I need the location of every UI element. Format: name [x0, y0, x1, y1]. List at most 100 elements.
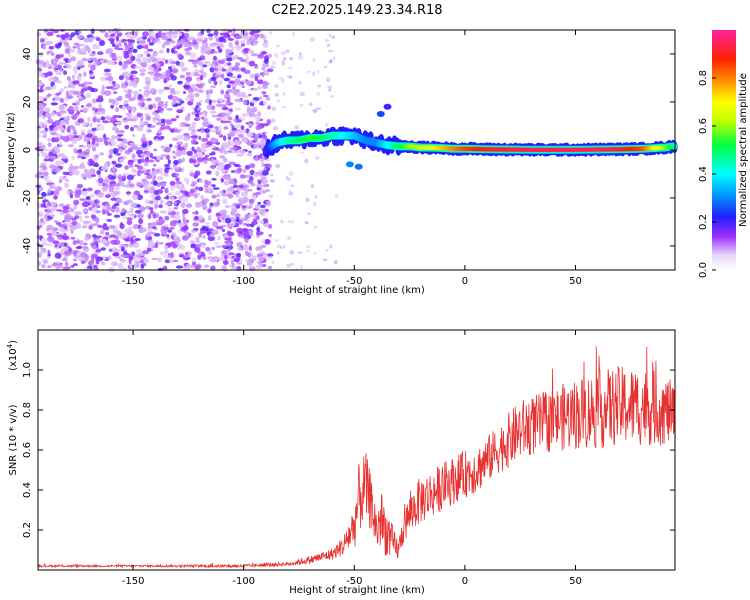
noise-blob — [74, 192, 81, 198]
noise-blob — [110, 40, 115, 45]
noise-blob — [79, 198, 86, 201]
noise-blob — [251, 255, 258, 259]
noise-blob — [216, 103, 223, 107]
noise-blob — [77, 245, 82, 249]
noise-blob — [47, 249, 51, 256]
noise-blob — [69, 193, 73, 199]
noise-blob — [165, 195, 169, 200]
snr-multiplier: (x104) — [6, 340, 19, 371]
noise-blob — [80, 129, 86, 133]
noise-blob — [282, 92, 286, 96]
noise-blob — [312, 71, 316, 77]
noise-blob — [194, 170, 201, 176]
noise-blob — [80, 105, 85, 108]
noise-blob — [236, 227, 244, 234]
noise-blob — [237, 45, 244, 50]
noise-blob — [213, 51, 218, 54]
noise-blob — [126, 174, 134, 181]
noise-blob — [183, 84, 189, 89]
noise-blob — [51, 232, 57, 237]
noise-blob — [236, 252, 241, 258]
noise-blob — [53, 167, 61, 173]
noise-blob — [164, 187, 169, 194]
noise-blob — [178, 53, 182, 58]
noise-blob — [85, 81, 93, 85]
noise-blob — [153, 60, 157, 64]
noise-blob — [166, 108, 174, 111]
noise-blob — [115, 206, 120, 213]
spectrogram-y-label: Frequency (Hz) — [6, 112, 17, 188]
noise-blob — [208, 205, 212, 209]
noise-blob — [57, 64, 62, 70]
noise-blob — [196, 146, 202, 152]
noise-blob — [304, 221, 309, 225]
noise-blob — [211, 114, 219, 118]
noise-blob — [36, 192, 41, 195]
noise-blob — [104, 115, 112, 120]
noise-blob — [277, 99, 280, 103]
noise-blob — [97, 51, 104, 55]
noise-blob — [50, 111, 55, 117]
noise-blob — [147, 71, 155, 75]
noise-blob — [81, 190, 88, 196]
noise-blob — [91, 244, 97, 250]
noise-blob — [171, 47, 175, 54]
noise-blob — [62, 205, 70, 210]
noise-blob — [194, 215, 199, 220]
noise-blob — [129, 207, 134, 214]
noise-blob — [59, 110, 67, 114]
noise-blob — [246, 261, 253, 267]
noise-blob — [242, 228, 249, 232]
noise-blob — [155, 170, 163, 174]
noise-blob — [59, 119, 66, 126]
noise-blob — [228, 30, 233, 33]
noise-blob — [63, 242, 68, 247]
noise-blob — [108, 225, 116, 229]
noise-blob — [146, 169, 151, 173]
noise-blob — [77, 256, 85, 262]
noise-blob — [212, 195, 217, 199]
noise-blob — [46, 31, 54, 37]
noise-blob — [52, 29, 60, 34]
noise-blob — [62, 236, 70, 240]
noise-blob — [192, 38, 197, 45]
noise-blob — [63, 232, 67, 236]
noise-blob — [181, 196, 189, 203]
noise-blob — [170, 252, 174, 258]
noise-blob — [202, 256, 207, 260]
spectrogram-x-label: Height of straight line (km) — [289, 285, 425, 296]
noise-blob — [226, 57, 233, 62]
noise-blob — [166, 48, 170, 53]
noise-blob — [110, 33, 116, 37]
noise-blob — [66, 76, 71, 82]
noise-blob — [223, 234, 229, 238]
noise-blob — [119, 223, 125, 230]
noise-blob — [282, 57, 287, 61]
noise-blob — [64, 182, 70, 188]
noise-blob — [169, 185, 176, 191]
noise-blob — [298, 52, 302, 56]
noise-blob — [198, 186, 204, 192]
colorbar-tick-label: 0.4 — [698, 166, 709, 182]
noise-blob — [252, 30, 260, 33]
noise-blob — [139, 72, 146, 76]
noise-blob — [253, 195, 257, 201]
noise-blob — [265, 189, 270, 193]
noise-blob — [162, 71, 167, 75]
noise-blob — [237, 57, 243, 60]
noise-blob — [210, 76, 217, 82]
noise-blob — [88, 158, 94, 163]
noise-blob — [128, 213, 136, 217]
noise-blob — [132, 194, 139, 200]
noise-blob — [225, 53, 230, 59]
noise-blob — [205, 180, 212, 186]
noise-blob — [203, 121, 209, 127]
noise-blob — [170, 196, 175, 201]
noise-blob — [116, 55, 123, 62]
noise-blob — [232, 264, 237, 270]
noise-blob — [154, 96, 162, 102]
noise-blob — [217, 41, 224, 45]
y-tick-label: 0.8 — [22, 402, 33, 418]
noise-blob — [89, 122, 93, 128]
noise-blob — [90, 253, 96, 260]
